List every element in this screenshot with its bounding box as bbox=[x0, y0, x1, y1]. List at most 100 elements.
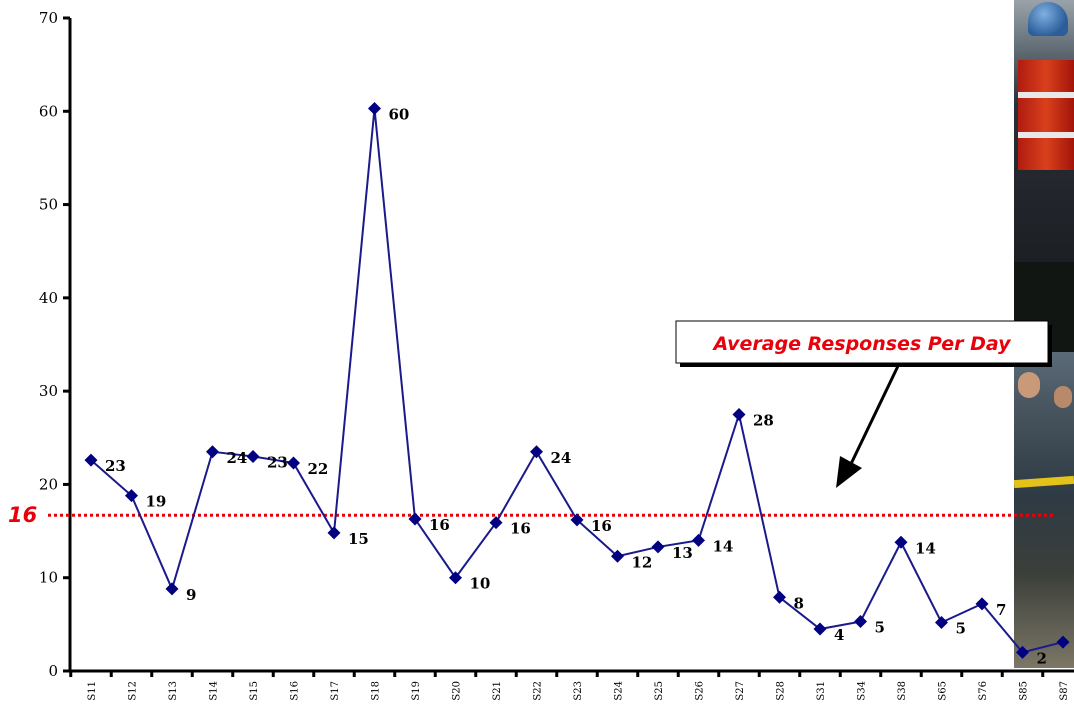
face-shape bbox=[1018, 372, 1040, 398]
data-point-marker bbox=[894, 535, 908, 549]
data-point-marker bbox=[773, 590, 786, 604]
data-point-marker bbox=[935, 615, 948, 629]
data-point-label: 2 bbox=[1037, 649, 1047, 667]
data-point-marker bbox=[651, 540, 665, 554]
data-point-marker bbox=[975, 597, 989, 611]
data-point-label: 5 bbox=[875, 619, 885, 637]
y-tick-label: 40 bbox=[39, 289, 58, 307]
data-point-label: 28 bbox=[753, 411, 774, 429]
y-tick-label: 70 bbox=[39, 9, 58, 27]
data-point-marker bbox=[449, 571, 462, 585]
x-category-label: S16 bbox=[290, 681, 301, 701]
x-category-label: S23 bbox=[573, 681, 584, 701]
data-point-marker bbox=[368, 101, 381, 115]
data-point-label: 7 bbox=[996, 601, 1006, 619]
x-category-label: S17 bbox=[330, 681, 341, 701]
y-tick-label: 0 bbox=[48, 662, 58, 680]
data-point-label: 8 bbox=[794, 594, 804, 612]
x-category-label: S28 bbox=[776, 681, 787, 701]
data-point-label: 5 bbox=[956, 619, 966, 637]
x-category-label: S13 bbox=[168, 681, 179, 701]
data-point-label: 9 bbox=[186, 586, 196, 604]
average-callout: Average Responses Per Day bbox=[675, 320, 1052, 488]
data-point-marker bbox=[1056, 635, 1070, 649]
data-point-marker bbox=[84, 453, 98, 467]
average-value-label: 16 bbox=[8, 503, 37, 527]
data-point-marker bbox=[287, 456, 300, 470]
vest-stripe bbox=[1018, 132, 1074, 138]
data-point-marker bbox=[408, 512, 422, 526]
data-point-label: 60 bbox=[389, 105, 410, 123]
data-point-marker bbox=[125, 489, 138, 503]
callout-text: Average Responses Per Day bbox=[711, 333, 1012, 355]
data-point-marker bbox=[246, 449, 260, 463]
data-point-label: 24 bbox=[551, 449, 572, 467]
y-tick-label: 20 bbox=[39, 475, 58, 493]
x-category-label: S15 bbox=[249, 681, 260, 701]
callout-arrow-head bbox=[836, 456, 862, 488]
axes: 0 10 20 30 40 50 60 70 S11 S12 S13 S14 S15 S16 S17 S18 S… bbox=[39, 9, 1074, 701]
photo-strip bbox=[1014, 0, 1074, 668]
data-point-label: 14 bbox=[713, 537, 734, 555]
x-category-label: S25 bbox=[654, 681, 665, 701]
x-category-label: S20 bbox=[452, 681, 463, 701]
data-point-label: 10 bbox=[470, 575, 491, 593]
x-category-label: S38 bbox=[897, 681, 908, 701]
x-category-label: S19 bbox=[411, 681, 422, 701]
data-point-label: 15 bbox=[348, 530, 369, 548]
series-line bbox=[90, 108, 1064, 654]
y-tick-label: 50 bbox=[39, 196, 58, 214]
data-point-marker bbox=[489, 516, 503, 530]
data-point-marker bbox=[570, 513, 584, 527]
data-point-label: 13 bbox=[672, 544, 693, 562]
y-tick-label: 10 bbox=[39, 569, 58, 587]
callout-arrow-shaft bbox=[848, 365, 900, 467]
data-point-marker bbox=[165, 582, 179, 596]
helmet-shape bbox=[1028, 2, 1068, 36]
x-category-label: S34 bbox=[857, 681, 868, 701]
data-point-label: 12 bbox=[632, 553, 653, 571]
data-point-label: 16 bbox=[510, 520, 531, 538]
data-point-marker bbox=[530, 445, 543, 459]
data-point-marker bbox=[854, 615, 867, 629]
data-point-marker bbox=[1016, 645, 1029, 659]
x-category-label: S65 bbox=[938, 681, 949, 701]
data-point-label: 23 bbox=[267, 453, 288, 471]
y-tick-label: 60 bbox=[39, 102, 58, 120]
data-point-label: 24 bbox=[227, 449, 248, 467]
data-point-marker bbox=[206, 445, 219, 459]
y-tick-label: 30 bbox=[39, 382, 58, 400]
data-point-marker bbox=[732, 407, 746, 421]
x-category-label: S31 bbox=[816, 681, 827, 701]
x-category-label: S85 bbox=[1019, 681, 1030, 701]
life-vest-shape bbox=[1018, 60, 1074, 170]
vest-stripe bbox=[1018, 92, 1074, 98]
x-category-label: S24 bbox=[614, 681, 625, 701]
data-point-label: 19 bbox=[146, 493, 167, 511]
x-category-label: S18 bbox=[371, 681, 382, 701]
data-point-label: 23 bbox=[105, 457, 126, 475]
x-category-label: S12 bbox=[128, 681, 139, 701]
average-line-group: 16 bbox=[8, 503, 1056, 527]
data-point-label: 4 bbox=[834, 626, 844, 644]
x-category-label: S14 bbox=[209, 681, 220, 701]
data-point-label: 14 bbox=[915, 539, 936, 557]
series-group bbox=[84, 101, 1070, 659]
data-point-marker bbox=[611, 549, 624, 563]
data-point-label: 22 bbox=[308, 460, 329, 478]
data-point-marker bbox=[813, 622, 827, 636]
x-category-label: S26 bbox=[695, 681, 706, 701]
x-category-label: S27 bbox=[735, 681, 746, 701]
data-point-marker bbox=[327, 526, 341, 540]
x-category-label: S11 bbox=[87, 681, 98, 701]
x-category-label: S87 bbox=[1059, 681, 1070, 701]
x-category-label: S21 bbox=[492, 681, 503, 701]
data-point-label: 16 bbox=[591, 517, 612, 535]
face-shape bbox=[1054, 386, 1072, 408]
data-point-marker bbox=[692, 533, 705, 547]
callout-box bbox=[675, 320, 1049, 364]
data-labels-group: 23 19 9 24 23 22 15 60 16 10 16 24 16 12 13 14 28 8 4 5 14 5 7… bbox=[105, 105, 1047, 667]
x-category-label: S22 bbox=[533, 681, 544, 701]
data-point-label: 16 bbox=[429, 516, 450, 534]
